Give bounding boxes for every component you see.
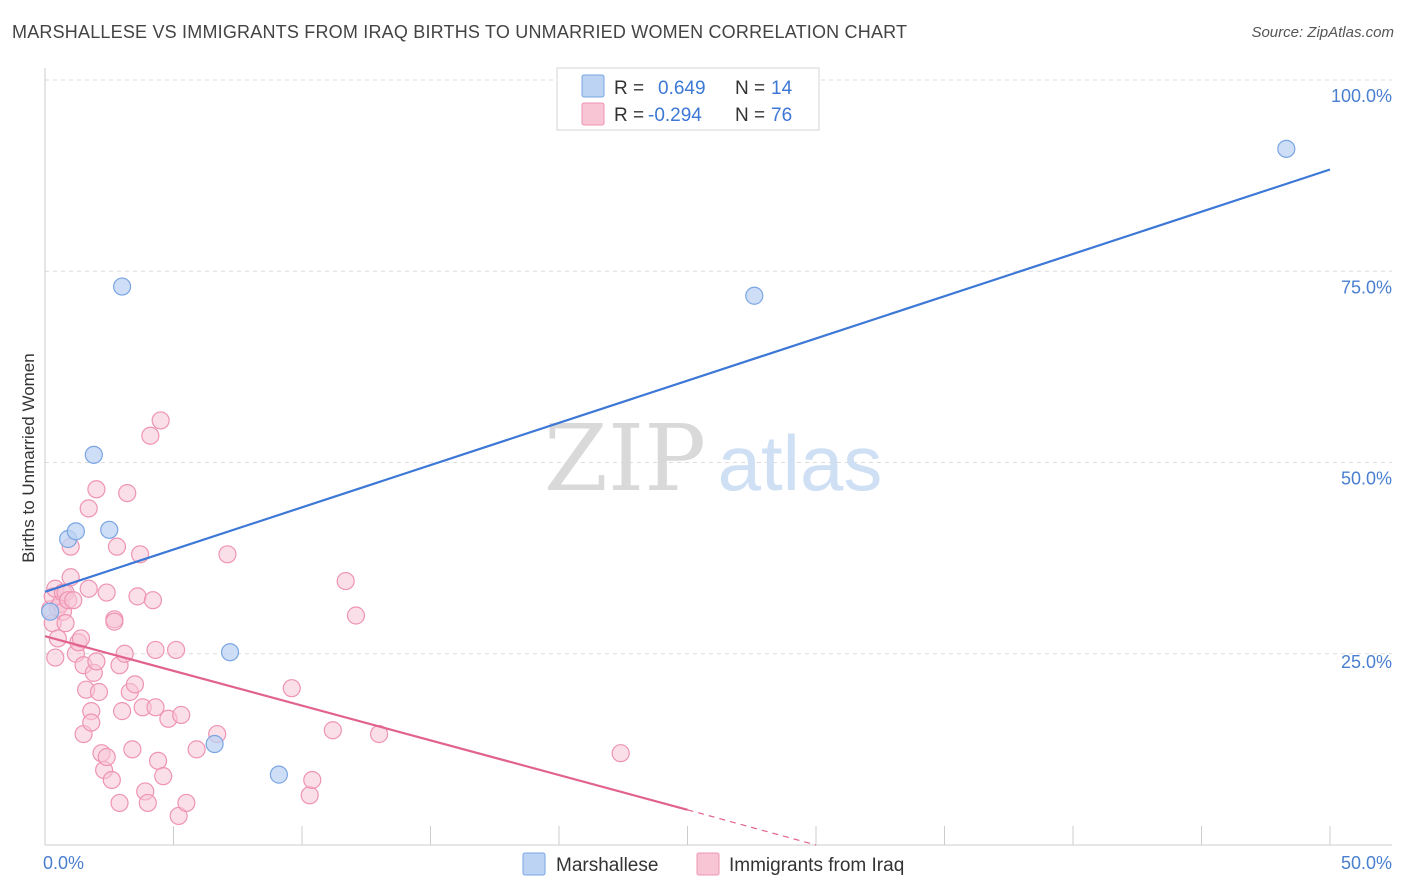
y-tick-label: 100.0% — [1331, 86, 1392, 106]
data-point-iraq — [79, 499, 98, 518]
data-point-iraq — [79, 579, 98, 598]
trendlines — [44, 168, 1331, 846]
data-point-iraq — [146, 640, 165, 660]
legend-n-value: 76 — [771, 105, 792, 126]
data-point-iraq — [87, 652, 106, 671]
legend-swatch-marshallese — [581, 74, 605, 98]
axes — [44, 68, 1392, 846]
data-point-marshallese — [66, 522, 85, 541]
y-axis-label: Births to Unmarried Women — [19, 353, 38, 562]
chart-source: Source: ZipAtlas.com — [1251, 24, 1394, 41]
series-marshallese — [41, 139, 1296, 784]
data-point-iraq — [141, 426, 160, 445]
data-point-iraq — [97, 583, 116, 602]
y-tick-label: 25.0% — [1341, 652, 1392, 672]
data-point-marshallese — [220, 643, 240, 662]
data-point-iraq — [87, 480, 106, 499]
data-point-iraq — [148, 751, 168, 770]
tick-labels: 25.0% 50.0% 75.0% 100.0% 0.0% 50.0% — [43, 86, 1392, 873]
data-point-iraq — [154, 767, 173, 786]
legend-r-value: -0.294 — [648, 105, 702, 126]
data-point-iraq — [282, 679, 301, 698]
bottom-legend-iraq: Immigrants from Iraq — [729, 855, 904, 876]
data-point-iraq — [97, 747, 116, 767]
bottom-legend-swatch-iraq — [696, 852, 720, 876]
watermark: ZIP atlas — [544, 405, 882, 512]
legend-n-label: N = — [735, 78, 765, 99]
y-tick-label: 50.0% — [1341, 469, 1392, 489]
data-point-iraq — [112, 702, 132, 721]
trendline-iraq-extension — [687, 809, 817, 846]
series-immigrants-from-iraq — [41, 411, 630, 826]
y-tick-label: 75.0% — [1341, 277, 1392, 297]
data-point-iraq — [611, 744, 630, 763]
grid-lines — [45, 79, 1392, 655]
data-point-iraq — [46, 648, 65, 667]
trendline-marshallese — [44, 168, 1331, 593]
data-point-iraq — [64, 591, 83, 610]
data-point-marshallese — [41, 602, 60, 621]
data-point-iraq — [56, 614, 75, 633]
x-tick-label: 50.0% — [1341, 853, 1392, 873]
data-point-marshallese — [269, 765, 288, 784]
data-point-iraq — [172, 705, 191, 725]
legend-r-label: R = — [614, 105, 644, 126]
data-point-marshallese — [1277, 139, 1296, 158]
data-point-iraq — [143, 591, 163, 610]
data-point-iraq — [118, 484, 137, 503]
data-point-iraq — [323, 721, 342, 740]
data-point-iraq — [138, 793, 157, 813]
data-point-iraq — [110, 793, 129, 813]
data-point-marshallese — [112, 277, 132, 296]
legend-r-label: R = — [614, 78, 644, 99]
data-point-iraq — [187, 740, 206, 759]
data-point-iraq — [336, 571, 355, 591]
data-point-marshallese — [84, 445, 103, 464]
legend: R = 0.649 N = 14 R = -0.294 N = 76 — [556, 67, 820, 131]
data-point-iraq — [89, 682, 109, 702]
trendline-iraq — [44, 635, 688, 811]
legend-n-label: N = — [735, 105, 765, 126]
legend-r-value: 0.649 — [658, 78, 706, 99]
data-point-marshallese — [745, 286, 764, 305]
legend-n-value: 14 — [771, 78, 793, 99]
bottom-legend-marshallese: Marshallese — [556, 855, 658, 876]
watermark-zip: ZIP — [544, 405, 706, 512]
bottom-legend: Marshallese Immigrants from Iraq — [522, 852, 904, 876]
watermark-atlas: atlas — [718, 419, 883, 507]
data-point-iraq — [177, 793, 196, 813]
legend-swatch-iraq — [581, 102, 605, 126]
bottom-legend-swatch-marshallese — [522, 852, 546, 876]
data-point-iraq — [166, 640, 186, 660]
data-point-iraq — [128, 587, 147, 606]
chart-title: MARSHALLESE VS IMMIGRANTS FROM IRAQ BIRT… — [12, 22, 908, 42]
data-point-iraq — [105, 612, 124, 631]
data-point-marshallese — [205, 734, 224, 754]
data-point-iraq — [146, 698, 165, 717]
data-point-iraq — [218, 545, 237, 564]
data-point-iraq — [102, 770, 121, 790]
data-point-iraq — [303, 770, 322, 790]
data-point-iraq — [123, 740, 142, 759]
data-point-iraq — [107, 537, 127, 556]
data-point-iraq — [82, 713, 101, 732]
x-tick-label: 0.0% — [43, 853, 84, 873]
data-point-iraq — [125, 675, 145, 694]
data-point-iraq — [300, 786, 319, 805]
data-point-iraq — [151, 411, 170, 430]
data-point-iraq — [346, 606, 366, 625]
data-point-marshallese — [100, 520, 119, 539]
